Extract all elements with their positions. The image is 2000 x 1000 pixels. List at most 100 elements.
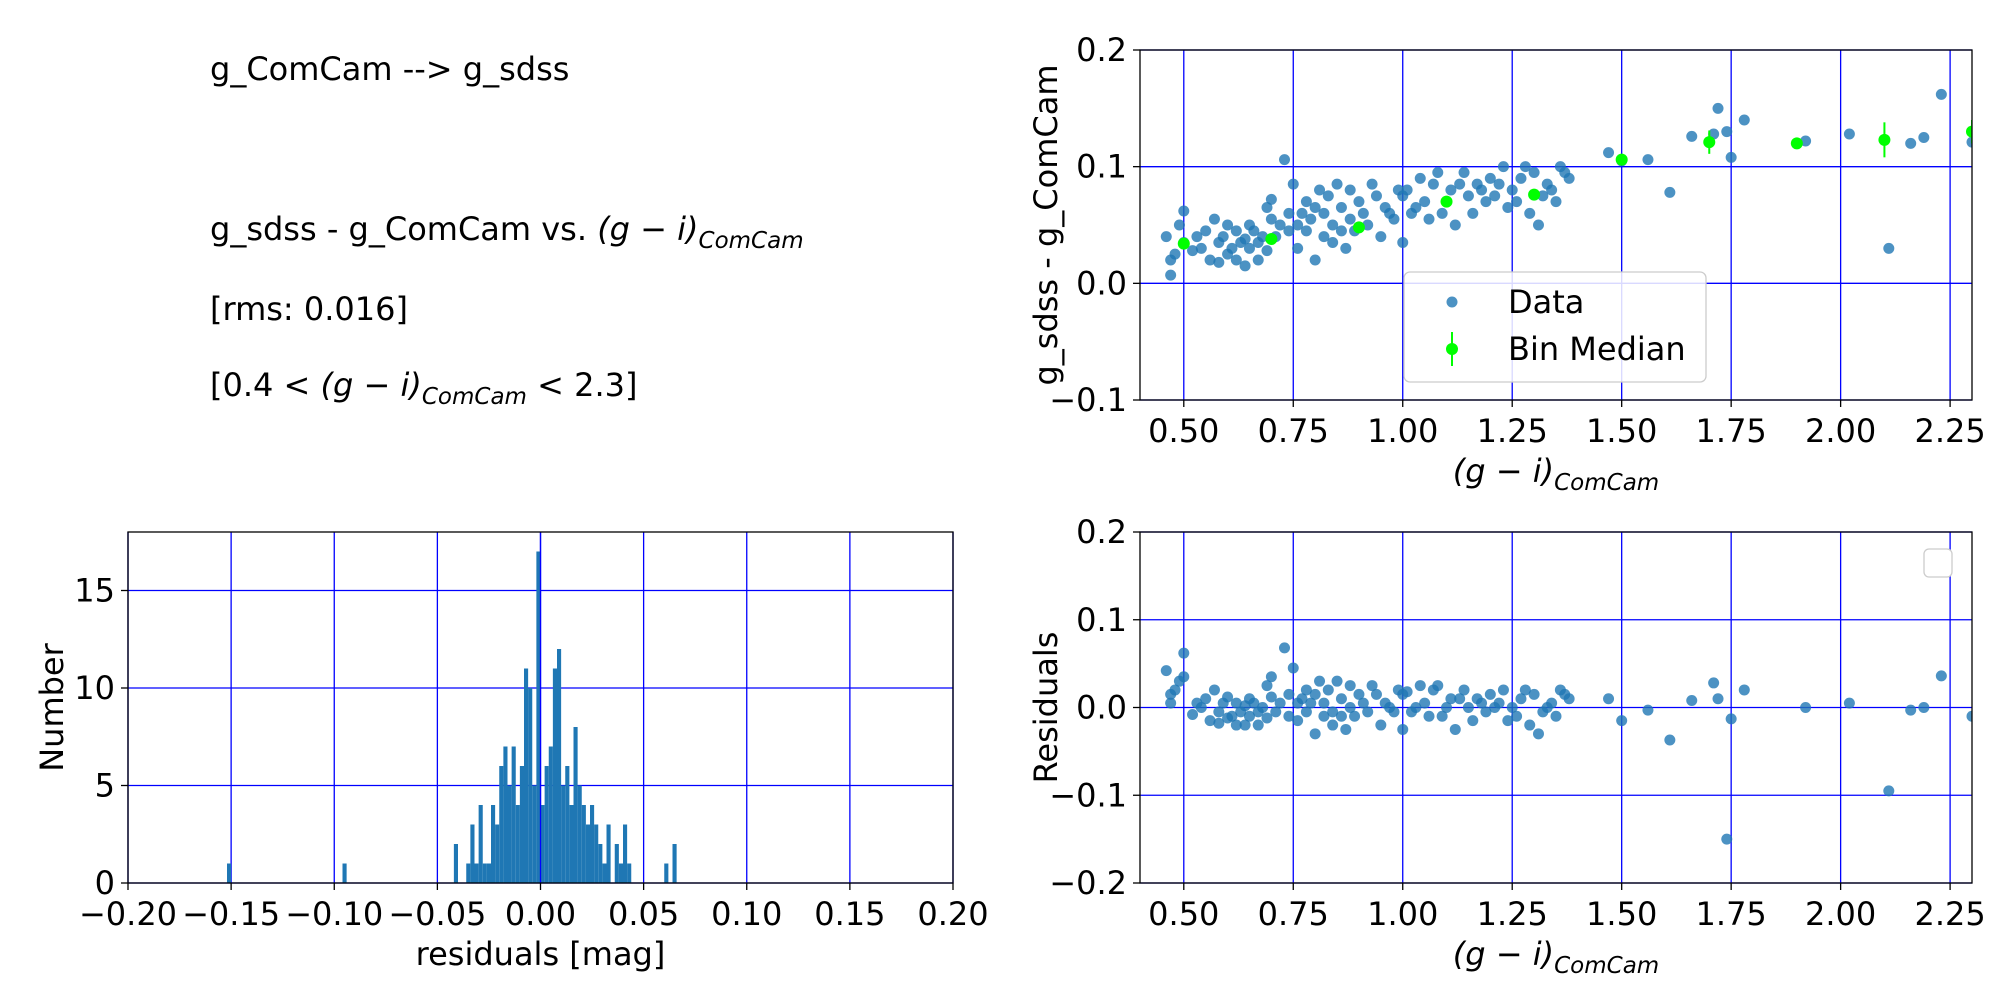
residuals-xtick-label-6: 2.00 <box>1805 895 1876 933</box>
data-point <box>1230 225 1242 237</box>
residual-point <box>1230 697 1242 709</box>
histogram-bar <box>544 766 549 883</box>
histogram-bar <box>466 863 471 883</box>
data-point <box>1178 205 1190 217</box>
scatter-legend: Data Bin Median <box>1403 271 1707 383</box>
data-point <box>1506 184 1518 196</box>
data-point <box>1725 151 1737 163</box>
residuals-xtick-label-4: 1.50 <box>1586 895 1657 933</box>
data-point <box>1335 202 1347 213</box>
data-point <box>1261 245 1273 257</box>
residual-point <box>1331 675 1343 687</box>
info-fit-prefix: g_sdss - g_ComCam vs. <box>210 210 598 248</box>
residual-point <box>1375 719 1387 731</box>
residual-point <box>1410 702 1422 713</box>
data-point <box>1883 242 1895 254</box>
data-point <box>1208 213 1220 225</box>
residual-point <box>1467 715 1479 727</box>
residual-point <box>1287 662 1299 674</box>
data-point <box>1467 207 1479 219</box>
residual-point <box>1370 688 1382 700</box>
residual-point <box>1441 702 1453 713</box>
data-point <box>1480 196 1492 208</box>
histogram-bar <box>486 863 491 883</box>
bin-median-point <box>1703 136 1716 149</box>
histogram-bar <box>552 668 557 883</box>
residual-point <box>1497 684 1509 696</box>
histogram-bar <box>491 805 496 883</box>
histogram-xtick-label-1: −0.15 <box>182 895 280 933</box>
residual-point <box>1563 693 1575 705</box>
residual-point <box>1603 693 1615 705</box>
data-point <box>1335 225 1347 237</box>
info-fit-color: (g − i) <box>597 210 699 248</box>
histogram-bar <box>585 824 590 883</box>
residual-point <box>1519 684 1531 696</box>
residual-point <box>1484 688 1496 700</box>
residuals-xlabel: (g − i)ComCam <box>1453 935 1659 979</box>
residual-point <box>1800 702 1812 713</box>
residual-point <box>1362 706 1374 718</box>
residual-point <box>1480 706 1492 718</box>
residual-point <box>1883 785 1895 797</box>
histogram-bar <box>590 805 595 883</box>
histogram-xtick-label-2: −0.10 <box>285 895 383 933</box>
data-point <box>1283 207 1295 219</box>
scatter-xtick-label-0: 0.50 <box>1148 412 1219 450</box>
data-point <box>1195 242 1207 254</box>
histogram-xtick-label-8: 0.20 <box>917 895 988 933</box>
data-point <box>1524 207 1536 219</box>
residuals-xtick-label-7: 2.25 <box>1914 895 1985 933</box>
residual-point <box>1327 719 1339 731</box>
residual-point <box>1550 710 1562 722</box>
data-point <box>1935 88 1947 100</box>
data-point <box>1493 178 1505 190</box>
data-point <box>1642 154 1654 166</box>
legend-marker-median <box>1446 343 1458 355</box>
scatter-ytick-label-1: 0.0 <box>1076 264 1127 302</box>
data-point <box>1200 225 1212 237</box>
data-point <box>1476 184 1488 196</box>
residual-point <box>1283 710 1295 722</box>
data-point <box>1388 213 1400 225</box>
residual-point <box>1248 697 1260 709</box>
data-point <box>1296 207 1308 219</box>
histogram-bar <box>528 688 533 883</box>
histogram-bar <box>515 805 520 883</box>
data-point <box>1966 136 1972 148</box>
histogram-bar <box>470 824 475 883</box>
data-point <box>1436 207 1448 219</box>
residual-point <box>1160 665 1172 677</box>
residual-point <box>1226 710 1238 722</box>
residual-point <box>1187 709 1199 721</box>
residual-point <box>1309 728 1321 740</box>
residuals-ytick-label-2: 0.0 <box>1076 689 1127 727</box>
residuals-empty-legend <box>1923 548 1953 578</box>
data-point <box>1279 154 1291 166</box>
residual-point <box>1506 702 1518 713</box>
residual-point <box>1344 680 1356 692</box>
residuals-xtick-label-3: 1.25 <box>1477 895 1548 933</box>
data-point <box>1300 196 1312 208</box>
data-point <box>1905 137 1917 149</box>
histogram-xtick-label-7: 0.15 <box>814 895 885 933</box>
residual-point <box>1458 684 1470 696</box>
data-point <box>1603 147 1615 159</box>
data-point <box>1563 172 1575 184</box>
scatter-chart-frame <box>1139 49 1973 401</box>
residual-point <box>1300 706 1312 718</box>
residual-point <box>1712 693 1724 705</box>
residual-point <box>1664 734 1676 746</box>
histogram-bar <box>561 785 566 883</box>
data-point <box>1800 135 1812 147</box>
data-point <box>1375 231 1387 243</box>
residuals-xtick-label-1: 0.75 <box>1258 895 1329 933</box>
data-point <box>1397 237 1409 248</box>
histogram-bar <box>540 805 545 883</box>
residual-point <box>1423 710 1435 722</box>
histogram-xtick-label-6: 0.10 <box>711 895 782 933</box>
data-point <box>1322 190 1334 202</box>
bin-median-points <box>1177 120 1972 250</box>
data-point <box>1353 196 1365 208</box>
residuals-xtick-label-2: 1.00 <box>1367 895 1438 933</box>
